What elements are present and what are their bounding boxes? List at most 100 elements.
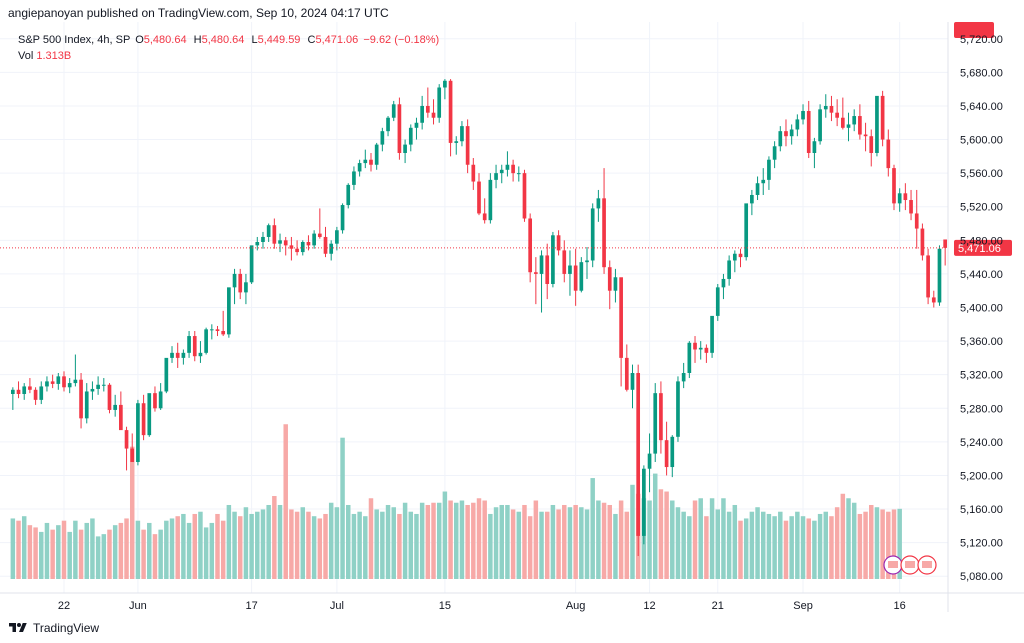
candle-body [636,372,641,536]
candle-body [596,198,601,209]
volume-bar [351,513,357,579]
last-volume-badge [954,22,994,38]
candle-body [391,104,396,118]
volume-bar [414,513,419,579]
candle-body [863,134,868,137]
volume-bar [664,491,669,579]
candle-body [903,193,908,201]
volume-bar [687,516,692,579]
candle-body [545,255,550,284]
volume-bar [10,518,16,579]
candle-body [835,112,839,118]
candle-body [852,116,857,125]
volume-bar [590,478,595,579]
candle-body [306,242,311,246]
candle-body [295,248,299,253]
candle-body [153,393,157,409]
close-label: C [307,34,316,46]
event-flag [888,561,898,568]
volume-bar [675,507,681,579]
candle-body [22,386,27,394]
volume-bar [419,502,425,579]
volume-bar [573,504,578,579]
low-label: L [251,34,258,46]
candle-body [840,117,845,128]
volume-bar [499,504,504,579]
candle-body [113,404,118,410]
volume-bar [374,509,379,579]
volume-bar [152,534,158,579]
candle-body [516,173,521,175]
volume-bar [141,529,146,579]
candle-body [926,255,930,298]
volume-label: Vol [18,50,34,62]
candle-body [465,126,470,165]
candle-body [397,104,402,153]
volume-bar [436,502,442,579]
candle-body [124,430,129,449]
volume-bar [323,513,328,579]
volume-bar [380,511,385,579]
volume-bar [408,511,414,579]
candle-body [602,198,606,268]
volume-bar [50,529,55,579]
candlestick-chart[interactable]: 5,471.061.313B 5,720.005,680.005,640.005… [0,22,1024,612]
candle-body [175,352,180,358]
open-label: O [135,34,144,46]
volume-bar [294,511,300,579]
volume-bar [482,500,487,579]
volume-row: Vol 1.313B [18,49,441,64]
candle-body [67,383,72,388]
volume-bar [533,500,539,579]
volume-bar [709,498,715,579]
open-value: 5,480.64 [143,34,187,46]
y-tick-label: 5,720.00 [960,34,1003,46]
volume-bar [454,502,459,579]
candle-body [778,131,783,147]
candle-body [335,230,339,244]
volume-bar [613,513,618,579]
candle-body [209,329,214,331]
event-flag-icon [917,555,937,575]
volume-bar [596,500,601,579]
candle-body [317,233,322,237]
last-volume-label: 1.313B [958,22,993,25]
candle-body [164,357,169,392]
candle-body [346,184,351,206]
volume-bar [721,498,726,579]
volume-bar [425,504,431,579]
candle-body [505,164,510,170]
candle-body [448,80,453,143]
candle-body [551,235,555,284]
candle-body [454,141,459,143]
candle-body [829,105,834,113]
volume-bar [749,511,755,579]
candle-body [642,468,646,536]
volume-bar [840,493,846,579]
footer-brand[interactable]: TradingView [8,618,99,638]
candle-body [943,239,947,248]
candle-body [204,329,208,353]
volume-bar [647,500,652,579]
candle-body [897,193,902,204]
candle-body [477,181,481,214]
candle-body [846,124,851,128]
candle-body [869,136,874,153]
volume-bar [90,518,95,579]
candle-body [380,131,385,145]
x-tick-label: 12 [643,600,655,612]
ohlc-row: S&P 500 Index, 4h, SP O5,480.64 H5,480.6… [18,33,441,48]
volume-bar [158,529,163,579]
volume-bar [220,520,226,579]
candle-body [90,388,95,392]
change-value: −9.62 (−0.18%) [363,34,440,46]
volume-bar [78,529,84,579]
volume-bar [311,516,317,579]
y-tick-label: 5,120.00 [960,538,1003,550]
candle-body [244,282,248,293]
candle-body [670,436,675,468]
volume-bar [135,520,141,579]
volume-bar [601,502,607,579]
candle-body [721,278,726,288]
volume-bar [56,525,61,579]
